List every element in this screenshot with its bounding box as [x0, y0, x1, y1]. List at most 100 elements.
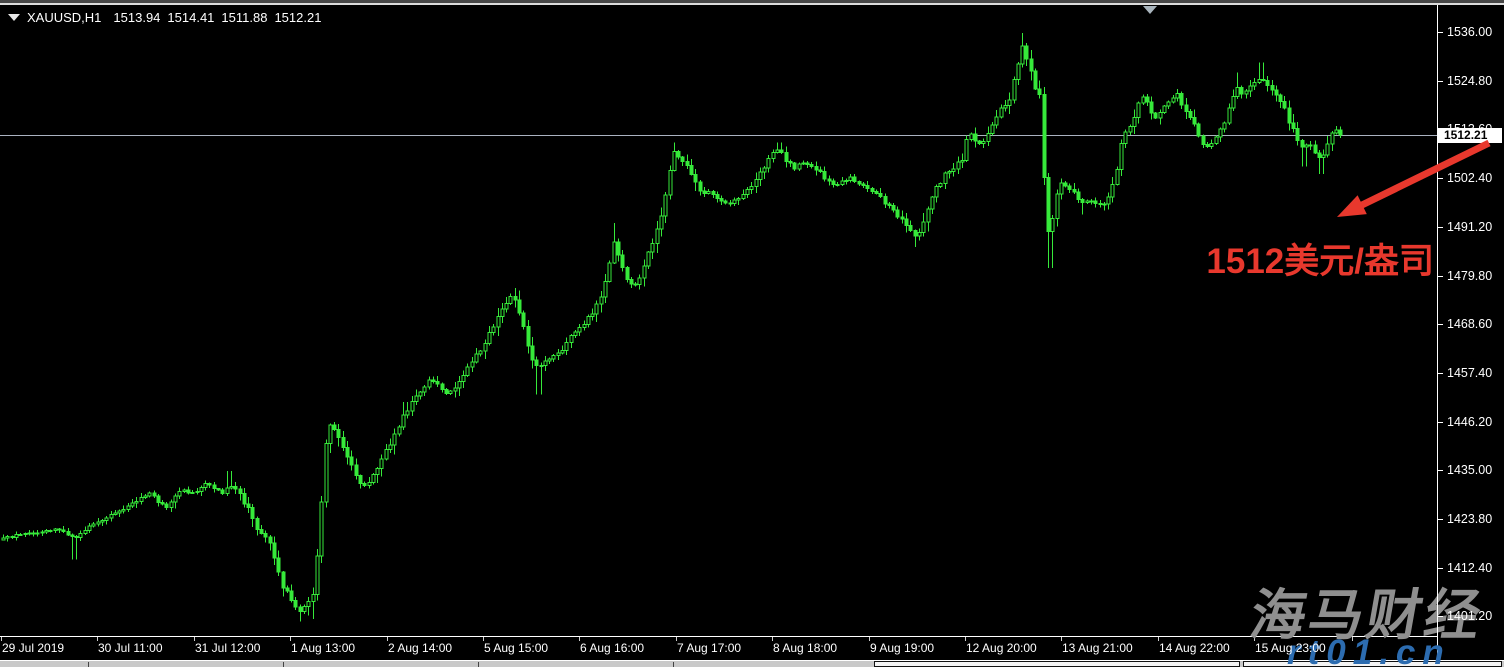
candle-body: [1145, 96, 1150, 103]
candle-body: [207, 482, 212, 486]
candle-body: [612, 241, 617, 264]
candle-body: [1093, 200, 1098, 205]
candle-body: [435, 380, 440, 385]
candle-body: [444, 389, 449, 395]
candle-body: [539, 364, 544, 367]
candle-body: [994, 116, 999, 126]
time-tick-label: 2 Aug 14:00: [388, 641, 453, 655]
candle-body: [969, 133, 974, 140]
candle-body: [306, 601, 311, 608]
domain-watermark: rt01.cn: [1287, 633, 1451, 667]
time-tick-label: 5 Aug 15:00: [484, 641, 549, 655]
candle-body: [930, 196, 935, 210]
candle-body: [986, 132, 991, 143]
candle-body: [1012, 79, 1017, 101]
candle-body: [556, 352, 561, 356]
candle-body: [440, 383, 445, 391]
candle-body: [31, 532, 36, 535]
candle-body: [685, 160, 690, 166]
candle-body: [5, 536, 10, 539]
candle-body: [895, 209, 900, 218]
candle-body: [1029, 58, 1034, 72]
candle-body: [281, 571, 286, 589]
candle-body: [1080, 199, 1085, 203]
price-axis[interactable]: 1536.001524.801513.601502.401491.201479.…: [1437, 0, 1504, 660]
candle-body: [1184, 104, 1189, 112]
candle-body: [921, 221, 926, 233]
time-axis[interactable]: 29 Jul 2019 30 Jul 11:00 31 Jul 12:00 1 Aug…: [0, 637, 1437, 660]
candle-body: [766, 158, 771, 169]
candle-body: [246, 503, 251, 509]
candle-body: [917, 231, 922, 237]
candle-body: [414, 395, 419, 403]
candle-body: [1132, 116, 1137, 128]
candle-body: [117, 510, 122, 514]
candle-body: [891, 204, 896, 211]
candle-body: [199, 486, 204, 492]
candle-body: [728, 202, 733, 205]
candle-body: [698, 181, 703, 192]
candle-body: [741, 193, 746, 199]
candle-body: [195, 490, 200, 494]
candle-body: [418, 391, 423, 397]
candle-body: [285, 587, 290, 592]
candle-body: [410, 401, 415, 412]
candle-body: [818, 169, 823, 173]
candle-body: [809, 163, 814, 167]
candle-body: [1153, 112, 1158, 119]
price-tick: [1438, 178, 1443, 179]
price-tick: [1438, 373, 1443, 374]
time-tick-label: 8 Aug 18:00: [773, 641, 838, 655]
dropdown-triangle-icon[interactable]: [8, 14, 20, 21]
candle-body: [319, 501, 324, 557]
time-tick-label: 31 Jul 12:00: [195, 641, 261, 655]
candle-body: [66, 531, 71, 536]
candle-body: [517, 299, 522, 314]
candle-body: [152, 492, 157, 497]
candle-body: [1059, 182, 1064, 195]
candle-body: [139, 496, 144, 502]
candle-body: [732, 199, 737, 205]
candle-body: [164, 503, 169, 509]
candle-body: [379, 458, 384, 469]
candle-body: [147, 492, 152, 497]
candle-body: [1248, 85, 1253, 92]
candle-body: [1313, 144, 1318, 154]
candle-body: [470, 361, 475, 368]
candle-body: [840, 180, 845, 186]
candle-body: [526, 326, 531, 347]
chart-shift-marker-icon[interactable]: [1143, 6, 1157, 14]
candle-body: [1205, 143, 1210, 148]
candle-body: [375, 467, 380, 476]
candle-body: [35, 532, 40, 535]
candle-body: [23, 533, 28, 536]
time-tick-label: 30 Jul 11:00: [98, 641, 163, 655]
candle-body: [745, 189, 750, 195]
candle-body: [315, 555, 320, 595]
candle-body: [1042, 93, 1047, 178]
candle-body: [1338, 129, 1343, 136]
close-value: 1512.21: [274, 10, 322, 25]
price-annotation-text: 1512美元/盎司: [1206, 242, 1434, 281]
time-tick-label: 12 Aug 20:00: [966, 641, 1037, 655]
candle-body: [504, 302, 509, 310]
candle-body: [672, 150, 677, 172]
candle-body: [53, 528, 58, 532]
candle-body: [801, 162, 806, 165]
candle-body: [1321, 154, 1326, 158]
price-tick: [1438, 470, 1443, 471]
price-tick: [1438, 324, 1443, 325]
candle-body: [569, 335, 574, 344]
candle-body: [1123, 131, 1128, 145]
candle-body: [1, 537, 6, 541]
frame-tick: [478, 662, 479, 667]
candle-body: [453, 387, 458, 392]
candle-body: [160, 501, 165, 505]
candle-body: [1214, 136, 1219, 145]
candle-body: [1218, 128, 1223, 138]
candle-body: [78, 532, 83, 539]
candle-body: [289, 590, 294, 602]
candle-body: [121, 508, 126, 512]
candle-body: [508, 296, 513, 304]
